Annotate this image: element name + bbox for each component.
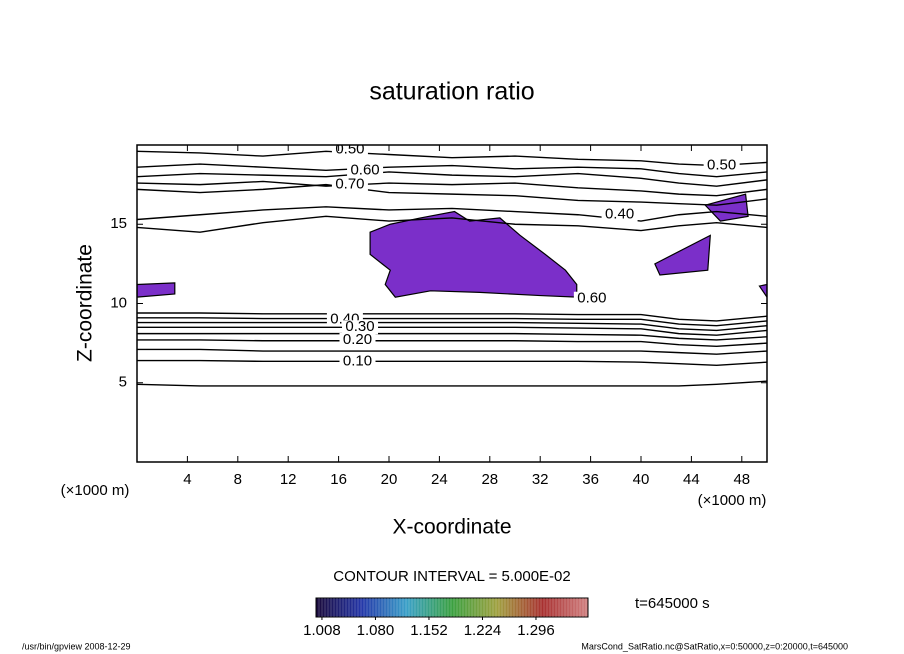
contour-label: 0.50 xyxy=(335,141,364,158)
colorbar-tick-label: 1.224 xyxy=(464,622,502,639)
contour-line xyxy=(137,348,767,355)
supersaturated-region xyxy=(654,234,711,276)
contour-line xyxy=(137,380,767,387)
contour-line xyxy=(137,312,767,322)
supersaturated-region xyxy=(758,283,767,299)
colorbar xyxy=(315,597,589,618)
contour-line xyxy=(137,321,767,332)
y-tick-label: 5 xyxy=(119,374,127,391)
x-tick-label: 36 xyxy=(582,471,599,488)
x-tick-label: 16 xyxy=(330,471,347,488)
x-tick-label: 28 xyxy=(481,471,498,488)
contour-label: 0.40 xyxy=(605,206,634,223)
x-tick-label: 20 xyxy=(381,471,398,488)
footer-right: MarsCond_SatRatio.nc@SatRatio,x=0:50000,… xyxy=(581,641,848,651)
plot-frame xyxy=(136,144,768,463)
x-tick-label: 48 xyxy=(733,471,750,488)
colorbar-tick-label: 1.296 xyxy=(517,622,555,639)
contour-line xyxy=(137,163,767,178)
x-tick-label: 8 xyxy=(234,471,242,488)
x-axis-label: X-coordinate xyxy=(392,516,511,539)
colorbar-tick-label: 1.152 xyxy=(410,622,448,639)
contour-label-bg xyxy=(342,320,379,335)
contour-line xyxy=(137,339,767,347)
contour-line xyxy=(137,180,767,197)
time-label: t=645000 s xyxy=(635,595,710,612)
footer-left: /usr/bin/gpview 2008-12-29 xyxy=(22,641,131,651)
contour-line xyxy=(137,171,767,187)
x-tick-label: 40 xyxy=(633,471,650,488)
y-axis-label: Z-coordinate xyxy=(74,244,97,362)
y-tick-label: 15 xyxy=(110,215,127,232)
contour-line xyxy=(137,359,767,367)
contour-line xyxy=(137,206,767,222)
contour-interval: CONTOUR INTERVAL = 5.000E-02 xyxy=(333,568,570,585)
x-tick-label: 12 xyxy=(280,471,297,488)
plot-area: 0.500.600.700.500.400.600.400.300.200.10 xyxy=(137,141,767,387)
supersaturated-region xyxy=(137,282,176,298)
contour-label: 0.20 xyxy=(343,331,372,348)
contour-label-bg xyxy=(339,354,376,369)
x-tick-label: 24 xyxy=(431,471,448,488)
contour-label-bg xyxy=(331,145,368,157)
supersaturated-region xyxy=(369,210,578,298)
chart-title: saturation ratio xyxy=(369,78,534,106)
contour-label: 0.60 xyxy=(577,290,606,307)
contour-label: 0.30 xyxy=(345,318,374,335)
contour-label-bg xyxy=(331,177,368,192)
contour-label: 0.70 xyxy=(335,176,364,193)
colorbar-tick-label: 1.008 xyxy=(303,622,341,639)
x-tick-label: 4 xyxy=(183,471,191,488)
contour-label: 0.10 xyxy=(343,352,372,369)
y-tick-label: 10 xyxy=(110,294,127,311)
contour-label-bg xyxy=(601,207,638,222)
x-tick-label: 44 xyxy=(683,471,700,488)
contour-label-bg xyxy=(339,332,376,347)
colorbar-tick-label: 1.080 xyxy=(357,622,395,639)
contour-line xyxy=(137,150,767,167)
supersaturated-region xyxy=(704,193,749,222)
contour-label: 0.60 xyxy=(350,161,379,178)
contour-line xyxy=(137,183,767,206)
contour-label-bg xyxy=(573,291,610,306)
contour-line xyxy=(137,215,767,233)
x-tick-label: 32 xyxy=(532,471,549,488)
contour-label-bg xyxy=(347,163,384,178)
contour-line xyxy=(137,317,767,327)
y-axis-unit: (×1000 m) xyxy=(61,482,130,499)
x-axis-unit: (×1000 m) xyxy=(698,492,767,509)
contour-line xyxy=(137,332,767,341)
contour-label-bg xyxy=(703,158,740,173)
contour-line xyxy=(137,326,767,336)
contour-label: 0.50 xyxy=(707,157,736,174)
